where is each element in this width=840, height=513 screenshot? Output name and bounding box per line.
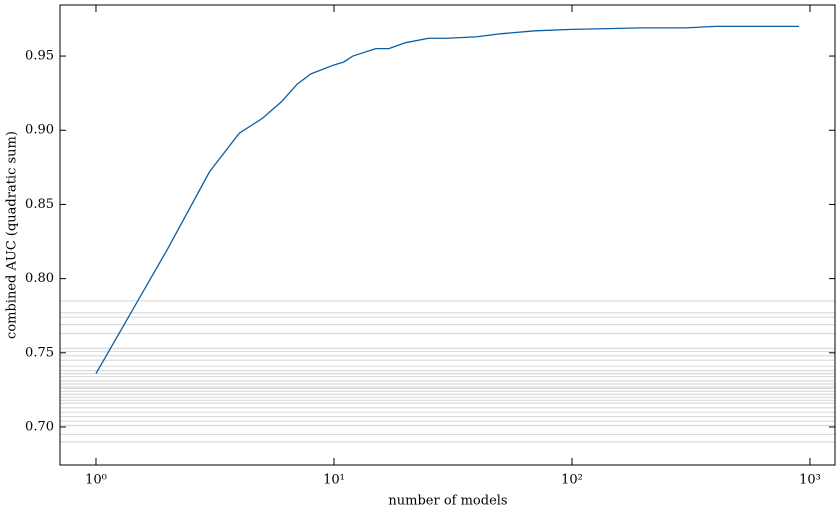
data-line (95, 25, 800, 374)
y-tick-label: 0.75 (25, 345, 54, 360)
x-tick-label: 10⁰ (85, 473, 107, 488)
x-axis-label: number of models (388, 494, 507, 509)
y-axis-label: combined AUC (quadratic sum) (5, 131, 20, 339)
x-tick-label: 10¹ (323, 473, 345, 488)
plot-frame (59, 4, 836, 466)
x-tick-label: 10² (561, 473, 583, 488)
x-tick-label: 10³ (799, 473, 821, 488)
y-tick-label: 0.85 (25, 197, 54, 212)
y-tick-label: 0.95 (25, 49, 54, 64)
y-tick-label: 0.80 (25, 271, 54, 286)
y-tick-label: 0.90 (25, 123, 54, 138)
y-tick-label: 0.70 (25, 420, 54, 435)
